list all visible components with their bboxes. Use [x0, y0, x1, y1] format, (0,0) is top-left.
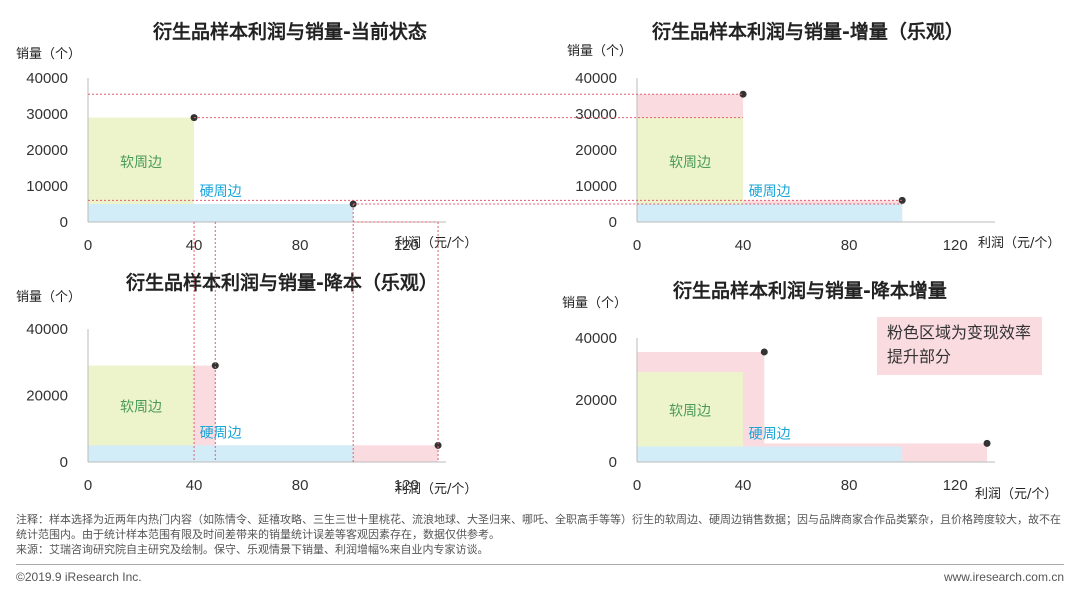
hard-merch-label: 硬周边 [200, 425, 242, 441]
x-tick-label: 120 [943, 237, 968, 254]
y-axis-label: 销量（个） [16, 47, 81, 62]
y-tick-label: 40000 [26, 70, 68, 87]
hard-merch-area [637, 446, 903, 462]
x-axis-label: 利润（元/个） [975, 487, 1057, 502]
x-tick-label: 80 [292, 237, 309, 254]
data-point [898, 196, 906, 204]
x-tick-label: 40 [186, 237, 203, 254]
hard-merch-label: 硬周边 [200, 184, 242, 200]
x-tick-label: 120 [394, 237, 419, 254]
y-tick-label: 0 [60, 454, 68, 471]
x-tick-label: 40 [735, 477, 752, 494]
y-tick-label: 20000 [26, 388, 68, 405]
chart-title: 衍生品样本利润与销量-当前状态 [152, 20, 427, 43]
x-axis-label: 利润（元/个） [395, 482, 477, 497]
x-tick-label: 120 [394, 477, 419, 494]
x-axis-label: 利润（元/个） [978, 236, 1060, 251]
data-point [983, 439, 991, 447]
x-tick-label: 0 [633, 237, 641, 254]
x-tick-label: 80 [841, 477, 858, 494]
chart-canvas: 衍生品样本利润与销量-当前状态 销量（个） 利润（元/个） 软周边硬周边0100… [16, 20, 1060, 502]
y-tick-label: 20000 [575, 142, 617, 159]
x-tick-label: 0 [84, 237, 92, 254]
guide-lines [88, 93, 903, 462]
footer-notes: 注释：样本选择为近两年内热门内容（如陈情令、延禧攻略、三生三世十里桃花、流浪地球… [16, 512, 1071, 557]
data-point [739, 90, 747, 98]
soft-merch-area [88, 117, 195, 204]
y-tick-label: 40000 [575, 70, 617, 87]
data-point [211, 362, 219, 370]
y-tick-label: 0 [609, 454, 617, 471]
data-point [434, 441, 442, 449]
soft-merch-label: 软周边 [669, 155, 711, 171]
x-tick-label: 40 [186, 477, 203, 494]
x-tick-label: 40 [735, 237, 752, 254]
y-tick-label: 0 [609, 214, 617, 231]
y-tick-label: 20000 [26, 142, 68, 159]
footer-note: 注释：样本选择为近两年内热门内容（如陈情令、延禧攻略、三生三世十里桃花、流浪地球… [16, 513, 1061, 541]
x-axis-label: 利润（元/个） [395, 236, 477, 251]
website-text: www.iresearch.com.cn [943, 570, 1064, 584]
y-axis-label: 销量（个） [567, 44, 632, 59]
soft-merch-label: 软周边 [120, 155, 162, 171]
chart-title: 衍生品样本利润与销量-降本增量 [672, 279, 947, 302]
soft-merch-area [637, 372, 744, 447]
x-tick-label: 0 [84, 477, 92, 494]
y-tick-label: 30000 [26, 106, 68, 123]
soft-merch-area [88, 365, 195, 446]
x-tick-label: 0 [633, 477, 641, 494]
copyright-text: ©2019.9 iResearch Inc. [16, 570, 142, 584]
y-tick-label: 30000 [575, 106, 617, 123]
x-tick-label: 120 [943, 477, 968, 494]
y-axis-label: 销量（个） [562, 296, 627, 311]
hard-merch-label: 硬周边 [749, 184, 791, 200]
hard-merch-area [637, 204, 903, 222]
chart-title: 衍生品样本利润与销量-增量（乐观） [651, 20, 964, 43]
hard-merch-area [88, 445, 354, 462]
y-tick-label: 20000 [575, 392, 617, 409]
soft-merch-label: 软周边 [120, 399, 162, 415]
footer-source: 来源：艾瑞咨询研究院自主研究及绘制。保守、乐观情景下销量、利润增幅%来自业内专家… [16, 543, 489, 556]
soft-merch-label: 软周边 [669, 403, 711, 419]
x-tick-label: 80 [292, 477, 309, 494]
y-tick-label: 0 [60, 214, 68, 231]
y-tick-label: 40000 [575, 330, 617, 347]
y-axis-label: 销量（个） [16, 290, 81, 305]
chart-title: 衍生品样本利润与销量-降本（乐观） [125, 271, 438, 294]
legend-callout: 粉色区域为变现效率提升部分 [877, 317, 1042, 375]
y-tick-label: 10000 [575, 178, 617, 195]
footer-divider [16, 564, 1064, 565]
data-point [760, 348, 768, 356]
soft-merch-area [637, 117, 744, 204]
hard-merch-label: 硬周边 [749, 427, 791, 443]
y-tick-label: 10000 [26, 178, 68, 195]
hard-merch-area [88, 204, 354, 222]
x-tick-label: 80 [841, 237, 858, 254]
y-tick-label: 40000 [26, 321, 68, 338]
